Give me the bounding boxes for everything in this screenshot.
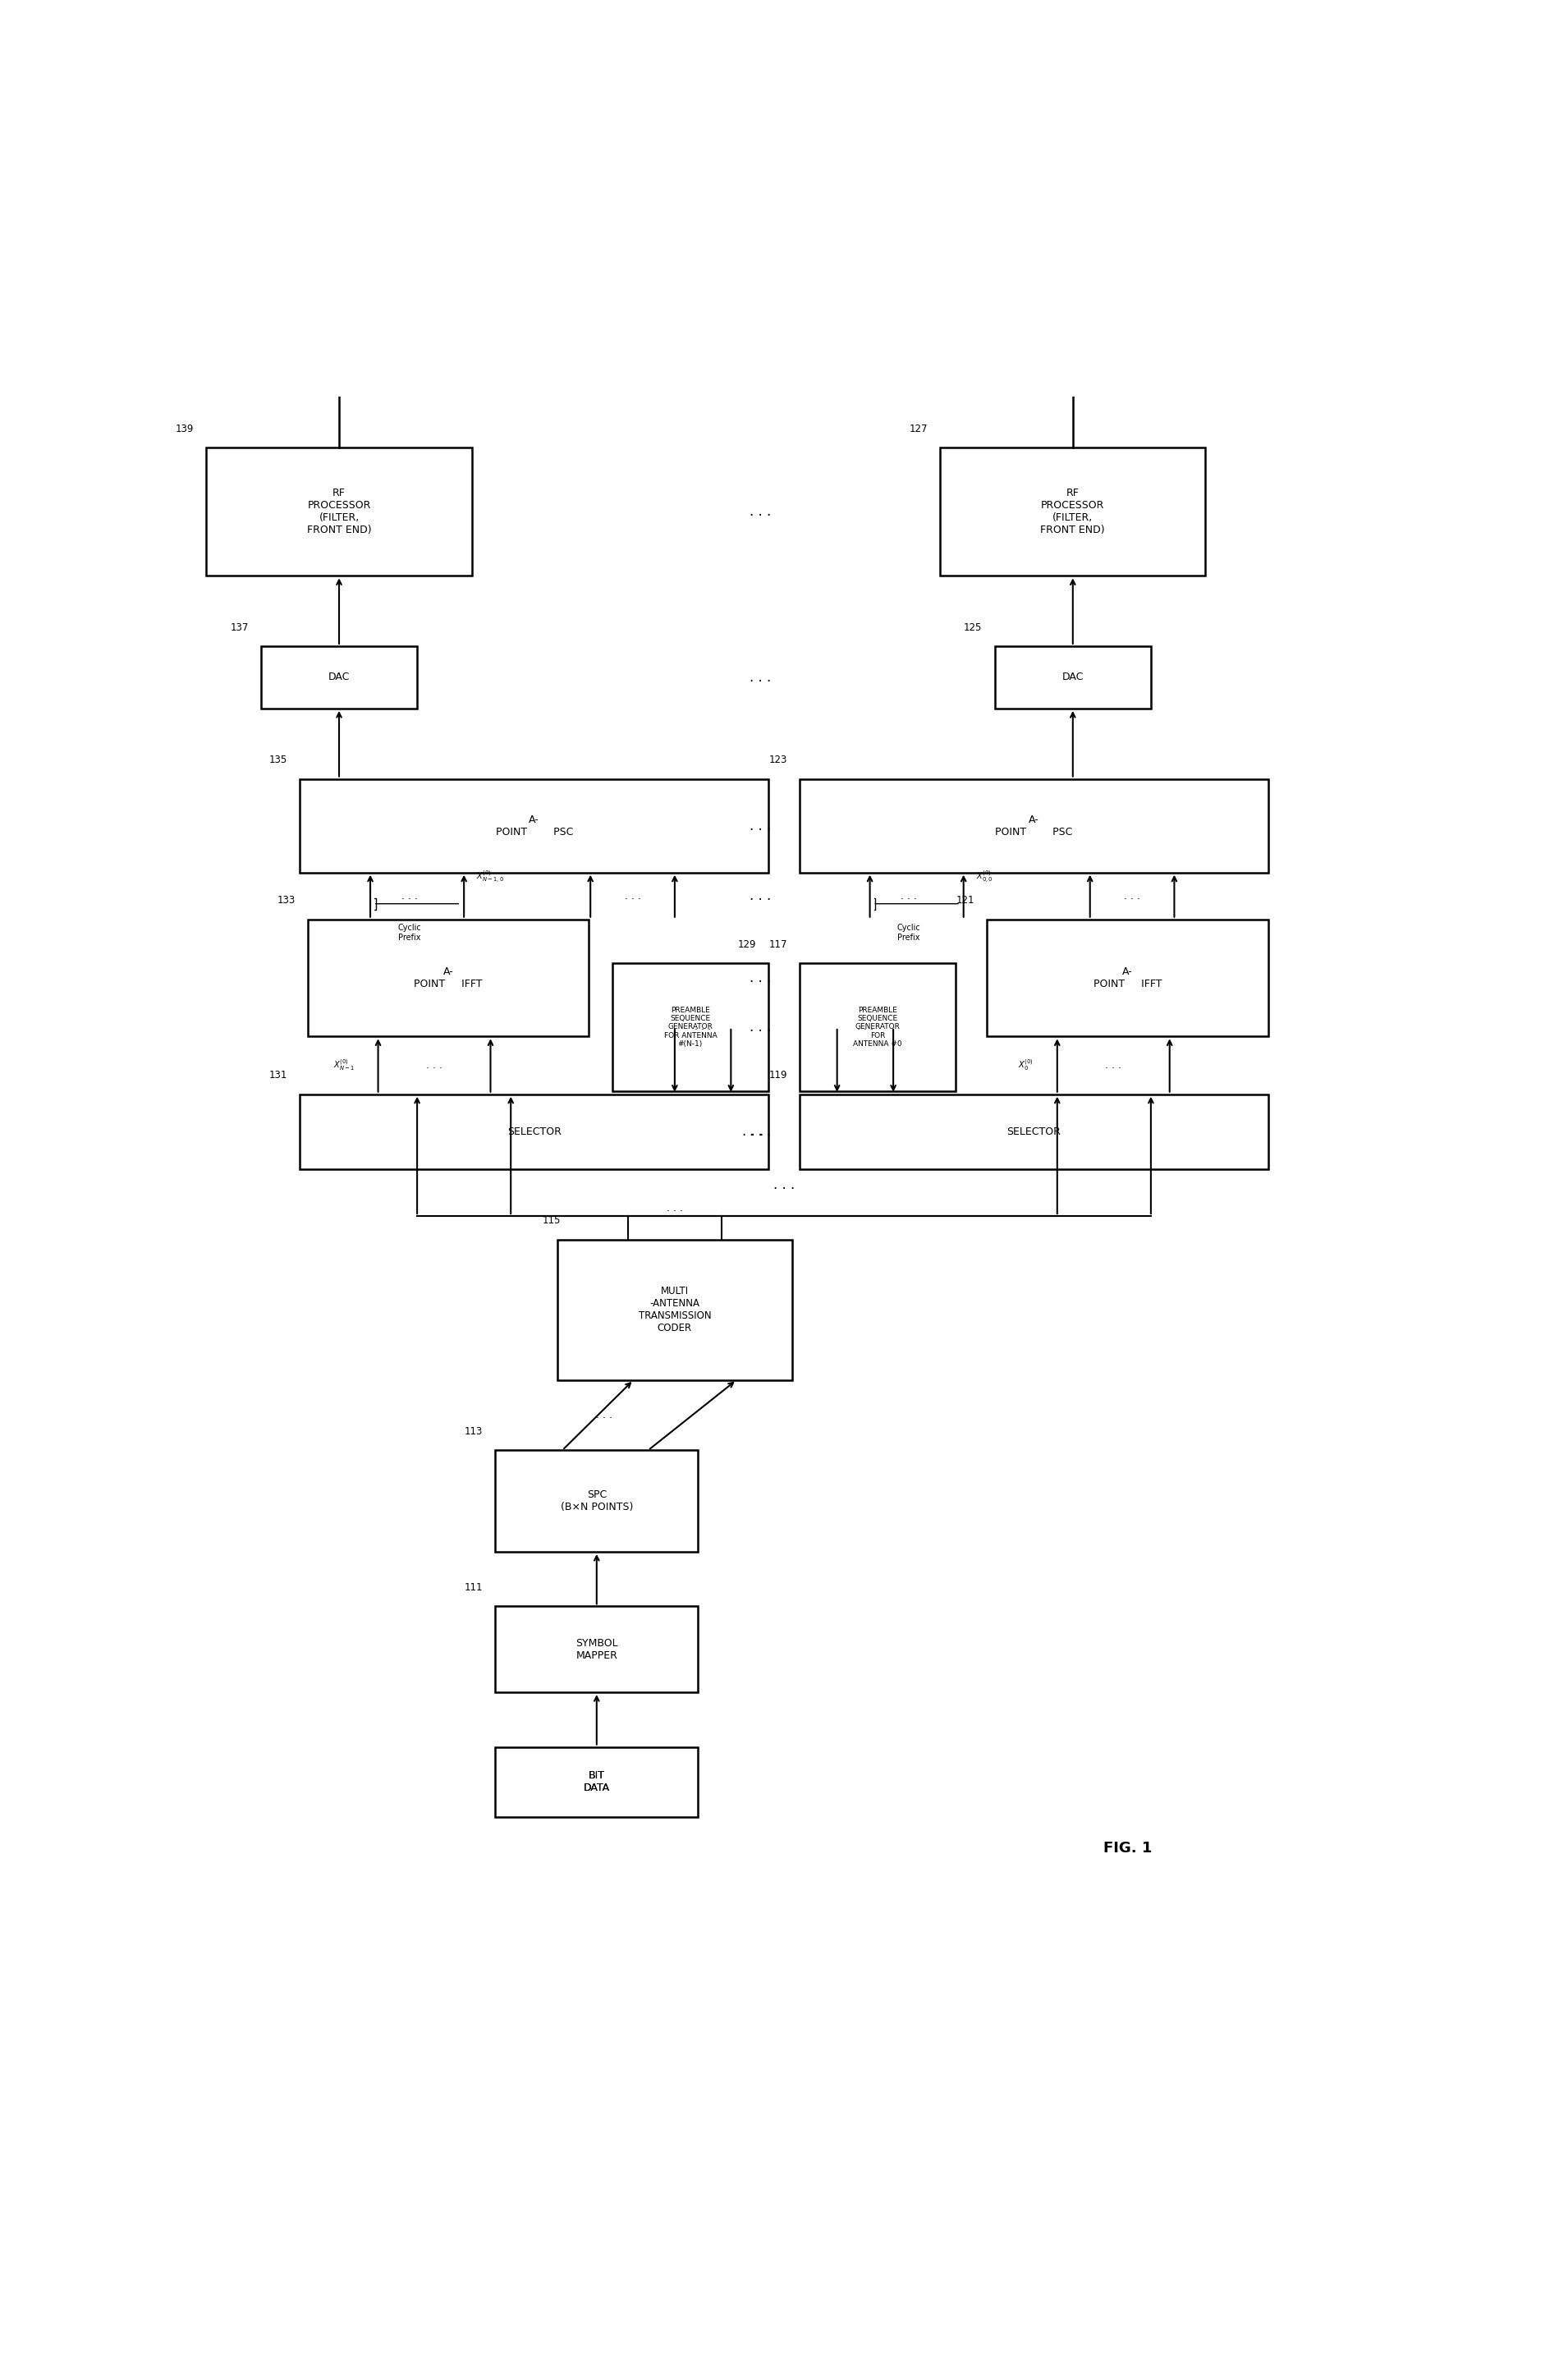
Text: 127: 127 (909, 424, 928, 435)
Text: 131: 131 (270, 1071, 287, 1080)
Text: 113: 113 (464, 1427, 483, 1436)
Text: 117: 117 (768, 939, 787, 949)
FancyBboxPatch shape (612, 963, 768, 1092)
FancyBboxPatch shape (307, 920, 590, 1036)
Text: 135: 135 (270, 756, 287, 765)
Text: . . .: . . . (750, 1019, 771, 1033)
Text: MULTI
-ANTENNA
TRANSMISSION
CODER: MULTI -ANTENNA TRANSMISSION CODER (638, 1285, 712, 1332)
Text: . . .: . . . (858, 1022, 873, 1033)
FancyBboxPatch shape (299, 779, 768, 873)
FancyBboxPatch shape (800, 963, 956, 1092)
Text: SYMBOL
MAPPER: SYMBOL MAPPER (575, 1638, 618, 1662)
FancyBboxPatch shape (558, 1241, 792, 1379)
Text: BIT
DATA: BIT DATA (583, 1770, 610, 1794)
FancyBboxPatch shape (800, 779, 1269, 873)
Text: . . .: . . . (426, 1059, 442, 1071)
Text: 115: 115 (543, 1215, 561, 1226)
Text: 125: 125 (964, 621, 982, 633)
Text: Cyclic
Prefix: Cyclic Prefix (897, 925, 920, 942)
Text: . . .: . . . (750, 887, 771, 904)
Text: FIG. 1: FIG. 1 (1102, 1841, 1152, 1855)
Text: SELECTOR: SELECTOR (506, 1125, 561, 1137)
Text: 121: 121 (956, 895, 974, 906)
Text: 129: 129 (737, 939, 756, 949)
Text: $X_{N-1}^{(0)}$: $X_{N-1}^{(0)}$ (332, 1057, 354, 1073)
Text: A-
POINT     IFFT: A- POINT IFFT (414, 967, 483, 989)
FancyBboxPatch shape (495, 1450, 698, 1551)
Text: RF
PROCESSOR
(FILTER,
FRONT END): RF PROCESSOR (FILTER, FRONT END) (1041, 487, 1105, 537)
Text: PREAMBLE
SEQUENCE
GENERATOR
FOR
ANTENNA #0: PREAMBLE SEQUENCE GENERATOR FOR ANTENNA … (853, 1005, 902, 1048)
Text: . . .: . . . (401, 890, 417, 902)
Text: $X_{N-1,0}^{(0)}$: $X_{N-1,0}^{(0)}$ (477, 869, 505, 885)
Text: SPC
(B×N POINTS): SPC (B×N POINTS) (560, 1490, 633, 1514)
Text: . . .: . . . (1124, 890, 1140, 902)
Text: A-
POINT        PSC: A- POINT PSC (495, 814, 572, 838)
Text: DAC: DAC (328, 671, 350, 683)
Text: . . .: . . . (666, 1203, 684, 1215)
Text: DAC: DAC (1062, 671, 1083, 683)
Text: $X_0^{(0)}$: $X_0^{(0)}$ (1018, 1057, 1033, 1073)
Text: 139: 139 (176, 424, 194, 435)
Text: . . .: . . . (1105, 1059, 1121, 1071)
FancyBboxPatch shape (800, 1095, 1269, 1170)
Text: . . .: . . . (750, 819, 771, 833)
Text: 133: 133 (278, 895, 295, 906)
FancyBboxPatch shape (495, 1747, 698, 1817)
Text: A-
POINT        PSC: A- POINT PSC (996, 814, 1073, 838)
Text: 119: 119 (768, 1071, 787, 1080)
Text: 137: 137 (230, 621, 248, 633)
Text: . . .: . . . (750, 504, 771, 520)
Text: BIT
DATA: BIT DATA (583, 1770, 610, 1794)
FancyBboxPatch shape (260, 645, 417, 709)
Text: 111: 111 (464, 1582, 483, 1594)
Text: . . .: . . . (596, 1410, 613, 1419)
Text: . . .: . . . (750, 671, 771, 685)
Text: $X_{0,0}^{(0)}$: $X_{0,0}^{(0)}$ (975, 869, 993, 885)
FancyBboxPatch shape (986, 920, 1269, 1036)
Text: . . .: . . . (773, 1177, 795, 1191)
Text: 123: 123 (768, 756, 787, 765)
FancyBboxPatch shape (207, 447, 472, 577)
FancyBboxPatch shape (299, 1095, 768, 1170)
Text: . . .: . . . (750, 970, 771, 986)
Text: . . .: . . . (624, 890, 641, 902)
Text: Cyclic
Prefix: Cyclic Prefix (398, 925, 422, 942)
Text: . . .: . . . (900, 890, 917, 902)
Text: . . .: . . . (750, 1125, 771, 1139)
Text: RF
PROCESSOR
(FILTER,
FRONT END): RF PROCESSOR (FILTER, FRONT END) (307, 487, 372, 537)
Text: SELECTOR: SELECTOR (1007, 1125, 1062, 1137)
Text: PREAMBLE
SEQUENCE
GENERATOR
FOR ANTENNA
#(N-1): PREAMBLE SEQUENCE GENERATOR FOR ANTENNA … (663, 1005, 717, 1048)
Text: A-
POINT     IFFT: A- POINT IFFT (1093, 967, 1162, 989)
FancyBboxPatch shape (495, 1605, 698, 1693)
FancyBboxPatch shape (994, 645, 1151, 709)
Text: . . .: . . . (695, 1022, 710, 1033)
FancyBboxPatch shape (941, 447, 1206, 577)
Text: . . .: . . . (742, 1125, 764, 1139)
